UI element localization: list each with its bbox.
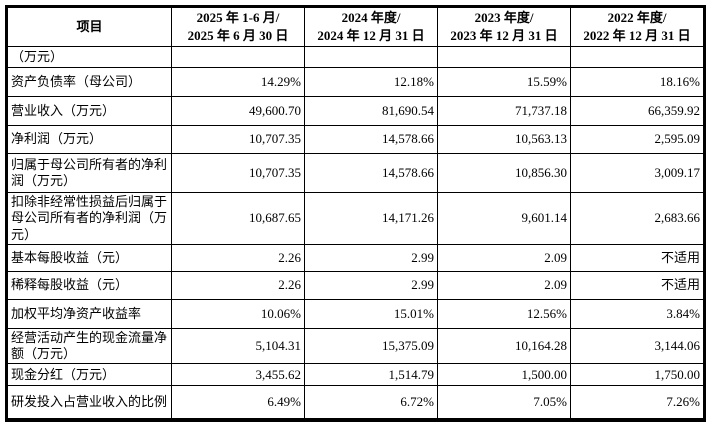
table-row: （万元） xyxy=(6,46,705,68)
header-item-column: 项目 xyxy=(6,6,172,47)
value-cell-2022: 66,359.92 xyxy=(570,96,705,126)
value-cell-2023: 12.56% xyxy=(437,298,571,329)
value-cell-2024: 1,514.79 xyxy=(304,363,438,387)
value-cell-2024: 6.72% xyxy=(304,385,438,421)
table-row: 净利润（万元） 10,707.35 14,578.66 10,563.13 2,… xyxy=(6,125,705,154)
table-row: 基本每股收益（元） 2.26 2.99 2.09 不适用 xyxy=(6,243,705,272)
value-cell-2022: 1,750.00 xyxy=(570,363,705,387)
row-label-cell: 稀释每股收益（元） xyxy=(6,270,172,300)
value-cell-2025: 10,707.35 xyxy=(171,125,305,154)
value-cell-2024: 12.18% xyxy=(304,67,438,97)
value-cell-2025: 10.06% xyxy=(171,298,305,329)
row-label-cell: 归属于母公司所有者的净利润（万元） xyxy=(6,153,172,193)
value-cell-2025: 2.26 xyxy=(171,243,305,272)
value-cell-2023: 10,856.30 xyxy=(437,153,571,193)
value-cell-2025: 3,455.62 xyxy=(171,363,305,387)
value-cell-2022: 不适用 xyxy=(570,243,705,272)
row-label-cell: 经营活动产生的现金流量净额（万元） xyxy=(6,327,172,365)
value-cell-2024: 14,578.66 xyxy=(304,153,438,193)
value-cell-2023: 9,601.14 xyxy=(437,192,571,245)
value-cell-2025: 10,687.65 xyxy=(171,192,305,245)
row-label-cell: 基本每股收益（元） xyxy=(6,243,172,272)
value-cell-2023: 1,500.00 xyxy=(437,363,571,387)
value-cell-2022: 18.16% xyxy=(570,67,705,97)
value-cell-2024 xyxy=(304,46,438,68)
header-period-2022: 2022 年度/ 2022 年 12 月 31 日 xyxy=(570,6,705,47)
value-cell-2022: 3,009.17 xyxy=(570,153,705,193)
header-period-2023: 2023 年度/ 2023 年 12 月 31 日 xyxy=(437,6,571,47)
value-cell-2022: 不适用 xyxy=(570,270,705,300)
value-cell-2022: 3.84% xyxy=(570,298,705,329)
table-row: 稀释每股收益（元） 2.26 2.99 2.09 不适用 xyxy=(6,270,705,300)
header-period-2024: 2024 年度/ 2024 年 12 月 31 日 xyxy=(304,6,438,47)
value-cell-2023: 2.09 xyxy=(437,243,571,272)
row-label-cell: 现金分红（万元） xyxy=(6,363,172,387)
value-cell-2025: 14.29% xyxy=(171,67,305,97)
value-cell-2024: 15.01% xyxy=(304,298,438,329)
table-row: 资产负债率（母公司） 14.29% 12.18% 15.59% 18.16% xyxy=(6,67,705,97)
value-cell-2024: 14,171.26 xyxy=(304,192,438,245)
financial-summary-table: 项目 2025 年 1-6 月/ 2025 年 6 月 30 日 2024 年度… xyxy=(5,5,706,422)
value-cell-2025: 49,600.70 xyxy=(171,96,305,126)
value-cell-2023: 10,164.28 xyxy=(437,327,571,365)
value-cell-2022 xyxy=(570,46,705,68)
table-row: 营业收入（万元） 49,600.70 81,690.54 71,737.18 6… xyxy=(6,96,705,126)
value-cell-2022: 2,683.66 xyxy=(570,192,705,245)
row-label-cell: 加权平均净资产收益率 xyxy=(6,298,172,329)
table-body: （万元） 资产负债率（母公司） 14.29% 12.18% 15.59% 18.… xyxy=(6,46,705,421)
table-row: 经营活动产生的现金流量净额（万元） 5,104.31 15,375.09 10,… xyxy=(6,327,705,365)
value-cell-2023: 15.59% xyxy=(437,67,571,97)
value-cell-2025: 2.26 xyxy=(171,270,305,300)
table-row: 扣除非经常性损益后归属于母公司所有者的净利润（万元） 10,687.65 14,… xyxy=(6,192,705,245)
row-label-cell: 营业收入（万元） xyxy=(6,96,172,126)
value-cell-2024: 2.99 xyxy=(304,243,438,272)
table-row: 归属于母公司所有者的净利润（万元） 10,707.35 14,578.66 10… xyxy=(6,153,705,193)
value-cell-2025 xyxy=(171,46,305,68)
value-cell-2023: 7.05% xyxy=(437,385,571,421)
value-cell-2023 xyxy=(437,46,571,68)
value-cell-2024: 14,578.66 xyxy=(304,125,438,154)
value-cell-2022: 3,144.06 xyxy=(570,327,705,365)
value-cell-2025: 6.49% xyxy=(171,385,305,421)
row-label-cell: （万元） xyxy=(6,46,172,68)
table-row: 现金分红（万元） 3,455.62 1,514.79 1,500.00 1,75… xyxy=(6,363,705,387)
value-cell-2023: 2.09 xyxy=(437,270,571,300)
value-cell-2024: 15,375.09 xyxy=(304,327,438,365)
value-cell-2023: 10,563.13 xyxy=(437,125,571,154)
value-cell-2025: 10,707.35 xyxy=(171,153,305,193)
header-period-2025: 2025 年 1-6 月/ 2025 年 6 月 30 日 xyxy=(171,6,305,47)
value-cell-2023: 71,737.18 xyxy=(437,96,571,126)
row-label-cell: 净利润（万元） xyxy=(6,125,172,154)
row-label-cell: 扣除非经常性损益后归属于母公司所有者的净利润（万元） xyxy=(6,192,172,245)
value-cell-2025: 5,104.31 xyxy=(171,327,305,365)
value-cell-2022: 7.26% xyxy=(570,385,705,421)
row-label-cell: 研发投入占营业收入的比例 xyxy=(6,385,172,421)
header-row: 项目 2025 年 1-6 月/ 2025 年 6 月 30 日 2024 年度… xyxy=(6,6,705,47)
table-header: 项目 2025 年 1-6 月/ 2025 年 6 月 30 日 2024 年度… xyxy=(6,6,705,47)
value-cell-2024: 2.99 xyxy=(304,270,438,300)
table-row: 加权平均净资产收益率 10.06% 15.01% 12.56% 3.84% xyxy=(6,298,705,329)
value-cell-2022: 2,595.09 xyxy=(570,125,705,154)
row-label-cell: 资产负债率（母公司） xyxy=(6,67,172,97)
table-row: 研发投入占营业收入的比例 6.49% 6.72% 7.05% 7.26% xyxy=(6,385,705,421)
value-cell-2024: 81,690.54 xyxy=(304,96,438,126)
